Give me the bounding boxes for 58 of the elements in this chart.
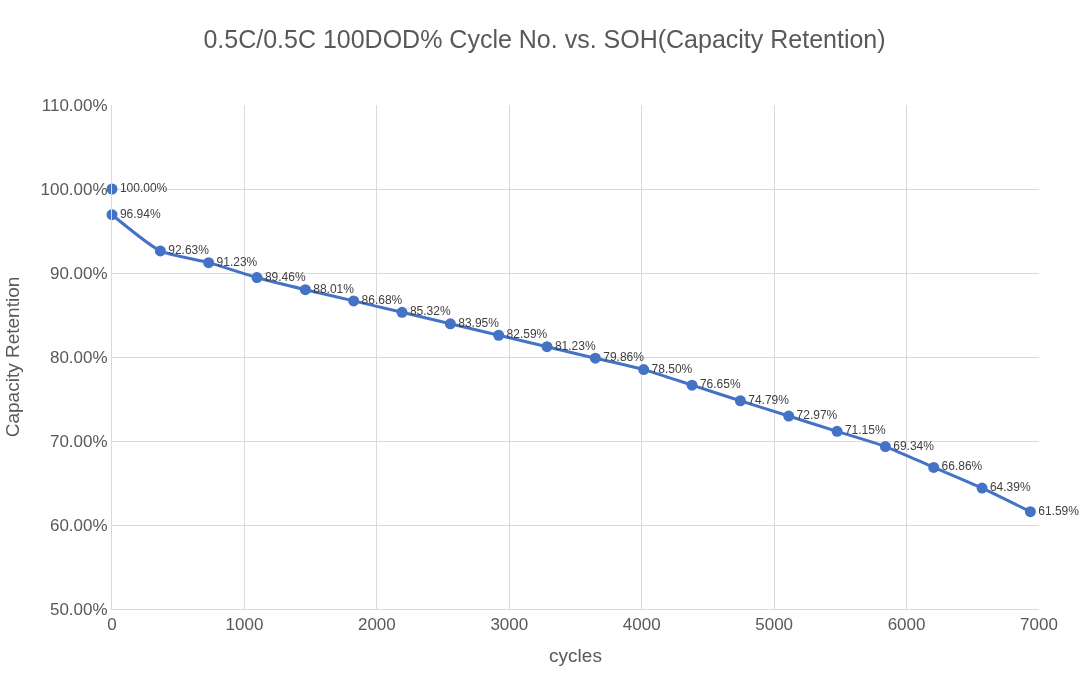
data-label: 79.86%: [603, 350, 645, 365]
point: [348, 295, 360, 307]
data-label: 92.63%: [168, 242, 210, 257]
data-label: 76.65%: [699, 377, 741, 392]
point: [976, 482, 988, 494]
point: [444, 318, 456, 330]
point: [638, 364, 650, 376]
y-tick-label: 80.00%: [49, 347, 108, 367]
x-tick-label: 5000: [755, 615, 794, 635]
point: [203, 257, 215, 269]
point: [299, 284, 311, 296]
x-tick-label: 7000: [1020, 615, 1058, 635]
data-label: 82.59%: [506, 327, 548, 342]
data-label: 69.34%: [893, 438, 935, 453]
data-label: 89.46%: [264, 269, 306, 284]
data-label: 74.79%: [748, 392, 790, 407]
point: [1024, 506, 1036, 518]
data-label: 64.39%: [989, 480, 1031, 495]
point: [541, 341, 553, 353]
y-tick-label: 60.00%: [49, 515, 108, 535]
x-tick-label: 0: [107, 615, 117, 635]
data-label: 81.23%: [554, 338, 596, 353]
x-tick-label: 6000: [887, 615, 926, 635]
x-tick-label: 2000: [357, 615, 396, 635]
data-label: 86.68%: [361, 292, 403, 307]
x-tick-label: 3000: [490, 615, 529, 635]
data-label: 96.94%: [119, 206, 161, 221]
x-axis-title: cycles: [549, 645, 602, 667]
point: [589, 352, 601, 364]
point: [493, 329, 505, 341]
chart-title: 0.5C/0.5C 100DOD% Cycle No. vs. SOH(Capacity Retention): [203, 25, 886, 54]
point: [928, 461, 940, 473]
data-label: 66.86%: [941, 459, 983, 474]
x-tick-label: 4000: [622, 615, 661, 635]
y-axis-title: Capacity Retention: [2, 276, 24, 438]
point: [783, 410, 795, 422]
y-tick-label: 70.00%: [49, 431, 108, 451]
y-tick-label: 110.00%: [41, 95, 108, 115]
data-label: 61.59%: [1038, 503, 1080, 518]
data-label: 72.97%: [796, 408, 838, 423]
point: [251, 272, 263, 284]
point: [396, 306, 408, 318]
y-tick-label: 50.00%: [49, 599, 108, 619]
data-label: 83.95%: [458, 315, 500, 330]
data-label: 91.23%: [216, 254, 258, 269]
y-tick-label: 100.00%: [40, 179, 108, 199]
point: [686, 379, 698, 391]
point: [831, 425, 843, 437]
point: [734, 395, 746, 407]
y-tick-label: 90.00%: [49, 263, 108, 283]
data-label: 88.01%: [313, 281, 355, 296]
point: [879, 441, 891, 453]
data-label: 85.32%: [409, 304, 451, 319]
x-tick-label: 1000: [225, 615, 264, 635]
data-label: 78.50%: [651, 361, 693, 376]
data-label: 71.15%: [844, 423, 886, 438]
data-label: 100.00%: [119, 181, 168, 195]
point: [154, 245, 166, 257]
